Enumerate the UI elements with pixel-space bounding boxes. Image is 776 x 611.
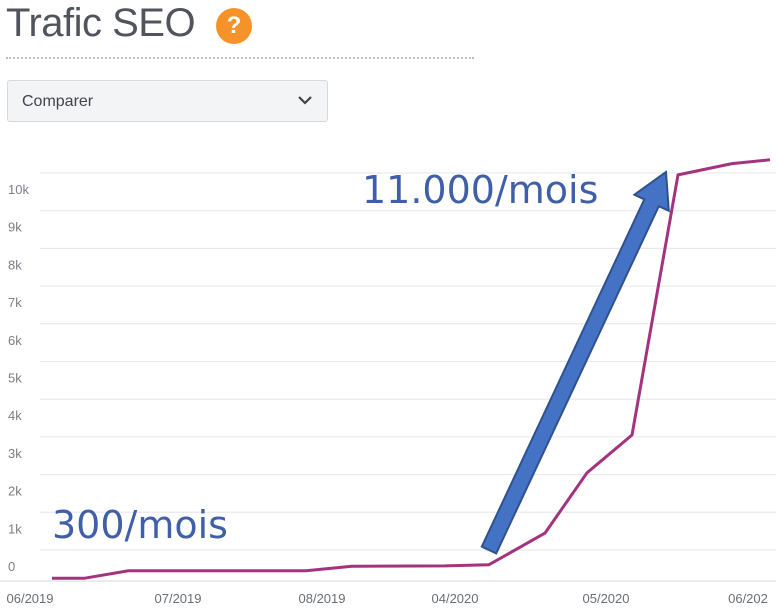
compare-select-value: Comparer bbox=[22, 93, 94, 110]
y-tick-label: 4k bbox=[8, 408, 22, 423]
y-axis-ticks: 0 1k 2k 3k 4k 5k 6k 7k 8k 9k 10k bbox=[8, 182, 29, 574]
x-tick-label: 06/2019 bbox=[7, 591, 54, 606]
compare-select[interactable]: Comparer bbox=[7, 80, 328, 122]
x-tick-label: 04/2020 bbox=[432, 591, 479, 606]
y-tick-label: 10k bbox=[8, 182, 29, 197]
y-tick-label: 3k bbox=[8, 446, 22, 461]
title-divider bbox=[6, 57, 474, 59]
y-tick-label: 2k bbox=[8, 484, 22, 499]
annotation-high: 11.000/mois bbox=[362, 168, 598, 212]
y-tick-label: 1k bbox=[8, 521, 22, 536]
y-tick-label: 9k bbox=[8, 220, 22, 235]
x-tick-label: 06/202 bbox=[728, 591, 768, 606]
x-tick-label: 08/2019 bbox=[299, 591, 346, 606]
y-tick-label: 8k bbox=[8, 257, 22, 272]
chart-grid bbox=[0, 172, 776, 582]
help-icon[interactable]: ? bbox=[216, 8, 252, 44]
chart-series bbox=[51, 158, 771, 580]
growth-arrow bbox=[480, 170, 670, 555]
page-title: Trafic SEO bbox=[6, 1, 196, 45]
annotation-low: 300/mois bbox=[52, 503, 228, 547]
y-tick-label: 5k bbox=[8, 371, 22, 386]
y-tick-label: 0 bbox=[8, 559, 15, 574]
x-axis-ticks: 06/2019 07/2019 08/2019 04/2020 05/2020 06/20… bbox=[7, 591, 768, 606]
y-tick-label: 7k bbox=[8, 295, 22, 310]
chevron-down-icon bbox=[298, 96, 312, 105]
x-tick-label: 05/2020 bbox=[583, 591, 630, 606]
y-tick-label: 6k bbox=[8, 333, 22, 348]
x-tick-label: 07/2019 bbox=[155, 591, 202, 606]
